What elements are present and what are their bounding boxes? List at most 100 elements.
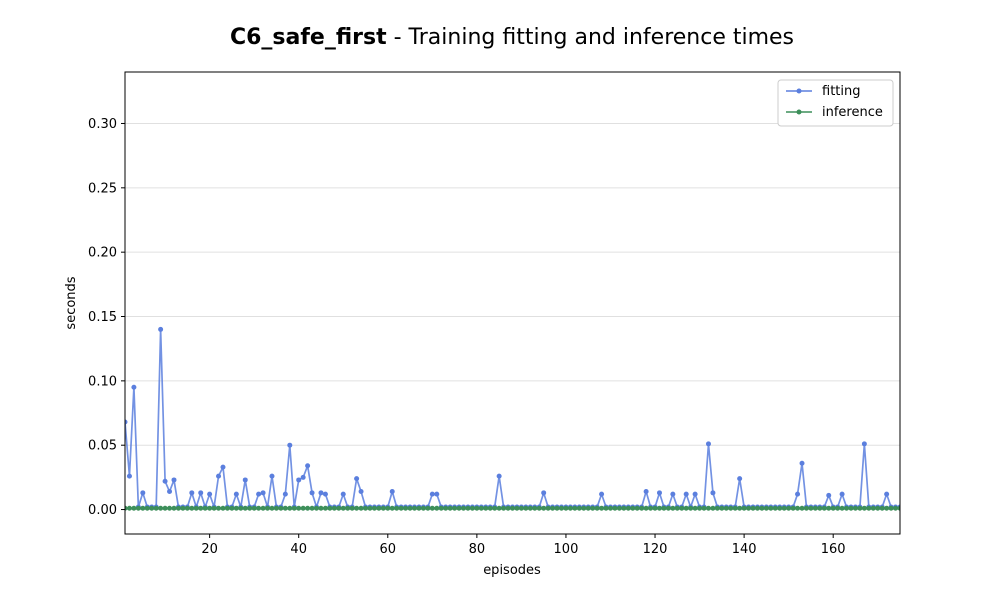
inference-point [265, 505, 271, 511]
inference-point [247, 505, 253, 511]
inference-point [866, 505, 872, 511]
fitting-point [656, 490, 662, 496]
inference-point [478, 505, 484, 511]
x-axis-label: episodes [483, 563, 541, 578]
fitting-point [318, 490, 324, 496]
inference-point [514, 505, 520, 511]
fitting-point [207, 491, 213, 497]
inference-point [665, 505, 671, 511]
inference-point [768, 505, 774, 511]
inference-point [184, 505, 190, 511]
inference-point [590, 505, 596, 511]
inference-point [803, 505, 809, 511]
inference-point [158, 505, 164, 511]
inference-point [763, 505, 769, 511]
fitting-point [683, 491, 689, 497]
inference-point [282, 505, 288, 511]
inference-point [599, 505, 605, 511]
inference-point [505, 505, 511, 511]
inference-point [331, 505, 337, 511]
fitting-point [171, 477, 177, 483]
inference-point [220, 505, 226, 511]
inference-point [893, 505, 899, 511]
x-tick-label: 40 [290, 542, 307, 557]
inference-point [394, 505, 400, 511]
inference-point [389, 505, 395, 511]
inference-point [728, 505, 734, 511]
inference-point [269, 505, 275, 511]
fitting-point [322, 491, 328, 497]
inference-point [567, 505, 573, 511]
inference-point [554, 505, 560, 511]
inference-point [679, 505, 685, 511]
inference-point [607, 505, 613, 511]
x-tick-label: 160 [821, 542, 846, 557]
inference-point [189, 505, 195, 511]
fitting-point [434, 491, 440, 497]
fitting-point [242, 477, 248, 483]
inference-point [125, 505, 128, 511]
inference-point [461, 505, 467, 511]
inference-point [434, 505, 440, 511]
inference-point [403, 505, 409, 511]
fitting-point [233, 491, 239, 497]
inference-point [603, 505, 609, 511]
inference-point [452, 505, 458, 511]
fitting-point [300, 474, 306, 480]
fitting-point [795, 491, 801, 497]
inference-point [376, 505, 382, 511]
fitting-point [131, 384, 137, 390]
inference-point [510, 505, 515, 511]
inference-point [131, 505, 137, 511]
inference-point [144, 505, 150, 511]
inference-point [363, 505, 369, 511]
x-tick-label: 20 [201, 542, 218, 557]
inference-point [162, 505, 168, 511]
inference-point [420, 505, 426, 511]
inference-point [848, 505, 854, 511]
fitting-point [162, 478, 168, 484]
inference-point [821, 505, 827, 511]
inference-point [701, 505, 707, 511]
inference-point [211, 505, 217, 511]
x-tick-label: 100 [554, 542, 579, 557]
y-tick-label: 0.15 [88, 310, 117, 325]
inference-point [737, 505, 743, 511]
inference-point [224, 505, 230, 511]
inference-point [300, 505, 306, 511]
inference-point [576, 505, 582, 511]
inference-point [714, 505, 720, 511]
inference-point [826, 505, 832, 511]
inference-point [639, 505, 645, 511]
inference-point [710, 505, 716, 511]
inference-point [594, 505, 600, 511]
inference-point [581, 505, 587, 511]
inference-point [688, 505, 694, 511]
inference-point [884, 505, 890, 511]
fitting-point [287, 442, 293, 448]
fitting-point [358, 489, 364, 495]
fitting-point [861, 441, 867, 447]
inference-point [870, 505, 876, 511]
inference-point [817, 505, 823, 511]
fitting-point [737, 476, 743, 482]
inference-point [879, 505, 885, 511]
inference-point [140, 505, 146, 511]
inference-point [661, 505, 667, 511]
legend-inference-label: inference [822, 105, 883, 120]
inference-point [630, 505, 636, 511]
inference-point [692, 505, 698, 511]
inference-point [349, 505, 355, 511]
inference-point [723, 505, 729, 511]
inference-point [518, 505, 524, 511]
fitting-point [126, 473, 132, 479]
inference-point [198, 505, 204, 511]
inference-point [496, 505, 502, 511]
fitting-point [216, 473, 222, 479]
fitting-point [710, 490, 716, 496]
y-tick-label: 0.30 [88, 117, 117, 132]
inference-point [251, 505, 257, 511]
axes: 0.00 0.05 0.10 0.15 0.20 0.25 0.30 20 40 60 80 100 1… [88, 117, 846, 557]
grid-lines [125, 122, 900, 511]
fitting-point [705, 441, 711, 447]
